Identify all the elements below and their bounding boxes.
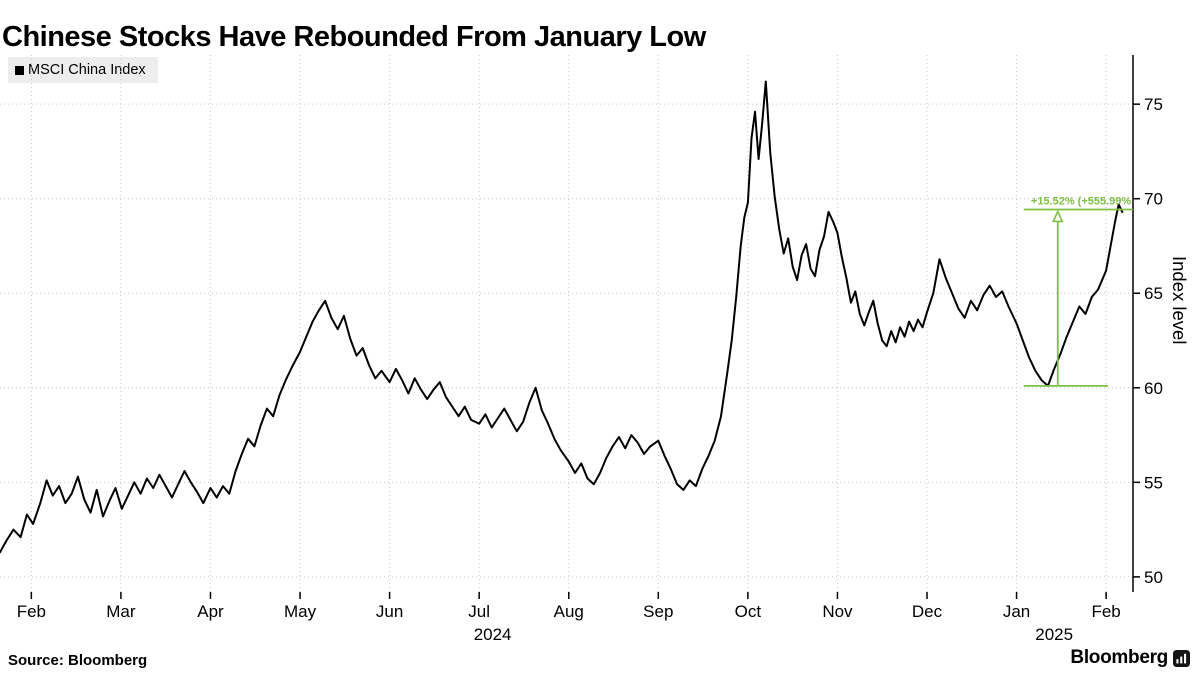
x-tick-label: Sep: [643, 602, 673, 621]
x-tick-label: Jan: [1003, 602, 1030, 621]
gain-label: +15.52% (+555.99%: [1031, 195, 1132, 207]
x-tick-label: Oct: [735, 602, 762, 621]
x-tick-label: May: [284, 602, 317, 621]
x-tick-label: Jun: [376, 602, 403, 621]
chart-title: Chinese Stocks Have Rebounded From Janua…: [2, 21, 706, 54]
bar-chart-icon: [1173, 649, 1190, 667]
legend: MSCI China Index: [8, 57, 158, 83]
legend-label: MSCI China Index: [28, 62, 146, 78]
y-tick-label: 55: [1144, 473, 1163, 492]
chart-plot-area: 50 55 60 65 70 75 Feb Mar Apr May Jun Jul Aug Sep Oct N…: [0, 55, 1200, 655]
y-tick-label: 75: [1144, 95, 1163, 114]
x-tick-label: Feb: [1091, 602, 1120, 621]
x-tick-label: Jul: [468, 602, 490, 621]
bloomberg-logo: Bloomberg: [1070, 647, 1190, 669]
gain-annotation: +15.52% (+555.99%: [1023, 195, 1133, 387]
y-tick-label: 50: [1144, 568, 1163, 587]
year-label: 2025: [1035, 625, 1073, 644]
x-tick-label: Dec: [912, 602, 943, 621]
y-tick-label: 65: [1144, 284, 1163, 303]
source-note: Source: Bloomberg: [8, 652, 148, 669]
y-axis-title: Index level: [1169, 256, 1190, 345]
y-tick-label: 60: [1144, 379, 1163, 398]
x-tick-label: Feb: [17, 602, 46, 621]
msci-china-index-line: [0, 80, 1124, 554]
year-label: 2024: [474, 625, 512, 644]
x-tick-label: Mar: [106, 602, 136, 621]
x-tick-label: Aug: [554, 602, 584, 621]
y-tick-label: 70: [1144, 190, 1163, 209]
x-tick-label: Apr: [197, 602, 224, 621]
line-chart-svg: 50 55 60 65 70 75 Feb Mar Apr May Jun Jul Aug Sep Oct N…: [0, 55, 1163, 644]
legend-swatch-icon: [15, 65, 24, 75]
up-arrow-head-icon: [1052, 209, 1064, 223]
bloomberg-logo-text: Bloomberg: [1070, 647, 1168, 668]
x-tick-label: Nov: [822, 602, 853, 621]
